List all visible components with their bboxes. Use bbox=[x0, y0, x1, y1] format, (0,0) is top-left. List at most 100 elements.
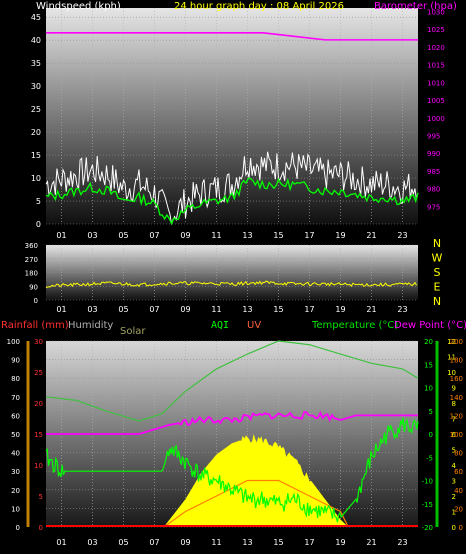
aqi-label: AQI bbox=[211, 320, 229, 331]
temperature-label: Temperature (°C) bbox=[311, 320, 398, 331]
compass-label: S bbox=[434, 266, 441, 279]
x-tick-label: 23 bbox=[397, 305, 407, 314]
x-tick-label: 11 bbox=[211, 538, 221, 547]
uv-line bbox=[163, 479, 349, 528]
temperature-line bbox=[45, 417, 419, 523]
wind-tick-label: 45 bbox=[31, 13, 41, 22]
x-tick-label: 21 bbox=[366, 305, 376, 314]
x-tick-label: 17 bbox=[304, 305, 314, 314]
rainfall-tick-label: 25 bbox=[34, 369, 43, 377]
barometer-tick-label: 985 bbox=[427, 168, 440, 176]
x-tick-label: 03 bbox=[87, 231, 97, 240]
temperature-tick-label: -15 bbox=[422, 501, 433, 509]
x-tick-label: 23 bbox=[397, 231, 407, 240]
direction-left-axis: 0 90 180 270 360 bbox=[25, 242, 38, 305]
rainfall-tick-label: 10 bbox=[34, 462, 43, 470]
wind-tick-label: 15 bbox=[31, 151, 41, 160]
uv-tick-label: 1 bbox=[452, 509, 456, 517]
wind-x-axis: 01 03 05 07 09 11 13 15 17 19 21 23 bbox=[56, 8, 408, 240]
compass-label: W bbox=[432, 252, 443, 265]
humidity-tick-label: 90 bbox=[11, 357, 20, 365]
aqi-tick-label: 40 bbox=[454, 487, 463, 495]
x-tick-label: 19 bbox=[335, 305, 345, 314]
x-tick-label: 19 bbox=[335, 538, 345, 547]
x-tick-label: 07 bbox=[149, 538, 159, 547]
humidity-tick-label: 50 bbox=[11, 431, 20, 439]
direction-x-axis: 01 03 05 07 09 11 13 15 17 19 21 23 bbox=[56, 245, 408, 314]
direction-grid bbox=[46, 244, 418, 301]
temperature-tick-label: 15 bbox=[424, 361, 433, 369]
rainfall-tick-label: 30 bbox=[34, 338, 43, 346]
x-tick-label: 15 bbox=[273, 305, 283, 314]
barometer-tick-label: 990 bbox=[427, 150, 440, 158]
wind-tick-label: 10 bbox=[31, 174, 41, 183]
humidity-tick-label: 40 bbox=[11, 450, 20, 458]
x-tick-label: 21 bbox=[366, 231, 376, 240]
x-tick-label: 09 bbox=[180, 538, 190, 547]
rainfall-tick-label: 15 bbox=[34, 431, 43, 439]
x-tick-label: 13 bbox=[242, 538, 252, 547]
direction-tick-label: 90 bbox=[29, 283, 38, 291]
wind-gust-line bbox=[45, 151, 417, 225]
wind-series bbox=[45, 31, 419, 226]
uv-tick-label: 11 bbox=[447, 354, 456, 362]
x-tick-label: 15 bbox=[273, 538, 283, 547]
barometer-tick-label: 1015 bbox=[427, 62, 445, 70]
barometer-tick-label: 995 bbox=[427, 132, 440, 140]
temperature-tick-label: -5 bbox=[426, 454, 433, 462]
dewpoint-label: Dew Point (°C) bbox=[394, 320, 466, 331]
barometer-tick-label: 1020 bbox=[427, 44, 445, 52]
uv-tick-label: 8 bbox=[452, 400, 456, 408]
aqi-tick-label: 200 bbox=[450, 338, 463, 346]
solar-label: Solar bbox=[120, 326, 146, 337]
uv-label: UV bbox=[247, 320, 261, 331]
x-tick-label: 01 bbox=[56, 231, 66, 240]
barometer-tick-label: 1010 bbox=[427, 79, 445, 87]
barometer-right-axis: 975 980 985 990 995 1000 1005 1010 1015 1020 1025 1… bbox=[427, 9, 445, 212]
humidity-tick-label: 100 bbox=[7, 338, 20, 346]
aqi-tick-label: 0 bbox=[459, 524, 463, 532]
humidity-label: Humidity bbox=[68, 320, 113, 331]
x-tick-label: 03 bbox=[87, 538, 97, 547]
direction-tick-label: 270 bbox=[25, 256, 38, 264]
uv-tick-label: 4 bbox=[452, 462, 457, 470]
uv-tick-label: 10 bbox=[447, 369, 456, 377]
humidity-line bbox=[45, 340, 419, 422]
humidity-tick-label: 10 bbox=[11, 505, 20, 513]
aqi-tick-label: 160 bbox=[450, 375, 463, 383]
wind-tick-label: 20 bbox=[31, 128, 41, 137]
humidity-tick-label: 80 bbox=[11, 375, 20, 383]
x-tick-label: 01 bbox=[56, 538, 66, 547]
x-tick-label: 03 bbox=[87, 305, 97, 314]
wind-tick-label: 25 bbox=[31, 105, 41, 114]
barometer-tick-label: 1025 bbox=[427, 26, 445, 34]
temperature-tick-label: -20 bbox=[422, 524, 433, 532]
aqi-tick-label: 100 bbox=[450, 431, 463, 439]
temperature-series bbox=[45, 340, 419, 528]
humidity-tick-label: 0 bbox=[16, 524, 20, 532]
barometer-line bbox=[46, 31, 418, 41]
wind-tick-label: 35 bbox=[31, 59, 41, 68]
x-tick-label: 09 bbox=[180, 305, 190, 314]
x-tick-label: 13 bbox=[242, 231, 252, 240]
humidity-tick-label: 30 bbox=[11, 468, 20, 476]
wind-left-axis: 0 5 10 15 20 25 30 35 40 45 bbox=[31, 13, 41, 229]
uv-tick-label: 9 bbox=[452, 385, 456, 393]
temperature-tick-label: 20 bbox=[424, 338, 433, 346]
x-tick-label: 19 bbox=[335, 231, 345, 240]
x-tick-label: 21 bbox=[366, 538, 376, 547]
aqi-tick-label: 80 bbox=[454, 450, 463, 458]
x-tick-label: 09 bbox=[180, 231, 190, 240]
x-tick-label: 05 bbox=[118, 305, 128, 314]
rainfall-tick-label: 0 bbox=[39, 524, 43, 532]
temperature-tick-label: 10 bbox=[424, 385, 433, 393]
barometer-tick-label: 1000 bbox=[427, 115, 445, 123]
x-tick-label: 07 bbox=[149, 231, 159, 240]
x-tick-label: 11 bbox=[211, 305, 221, 314]
temperature-tick-label: -10 bbox=[422, 478, 433, 486]
x-tick-label: 23 bbox=[397, 538, 407, 547]
